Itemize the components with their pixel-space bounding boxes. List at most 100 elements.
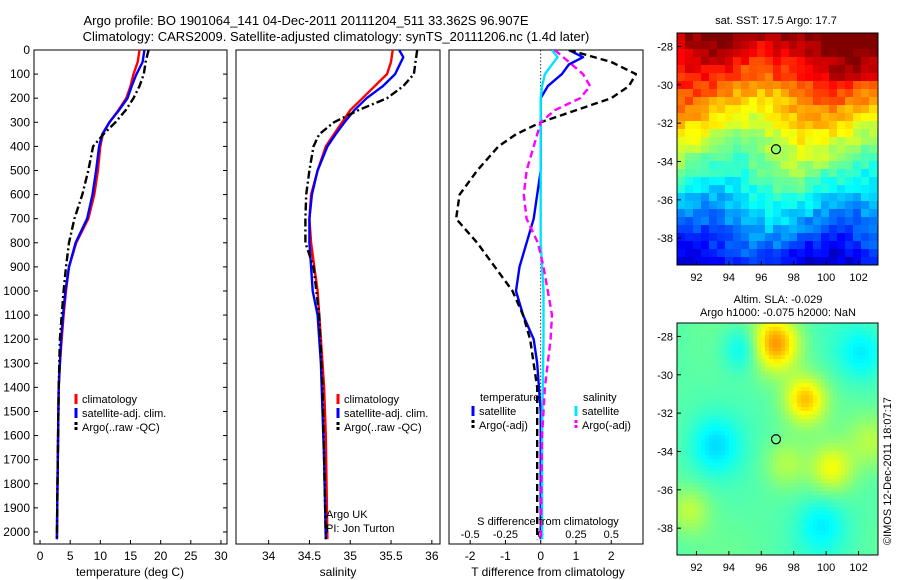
map-cell [721, 343, 726, 348]
map-cell [725, 41, 734, 50]
map-cell [813, 65, 822, 74]
map-cell [849, 527, 854, 532]
map-cell [861, 411, 866, 416]
map-cell [709, 129, 718, 138]
map-cell [689, 495, 694, 500]
map-cell [749, 375, 754, 380]
map-cell [805, 225, 814, 234]
map-cell [753, 451, 758, 456]
map-cell [725, 387, 730, 392]
map-cell [705, 335, 710, 340]
map-cell [717, 395, 722, 400]
map-cell [861, 323, 866, 328]
map-cell [781, 355, 786, 360]
map-cell [813, 137, 822, 146]
map-cell [725, 467, 730, 472]
map-cell [773, 81, 782, 90]
map-cell [713, 503, 718, 508]
map-cell [701, 49, 710, 58]
map-cell [681, 503, 686, 508]
map-cell [845, 105, 854, 114]
map-cell [789, 399, 794, 404]
map-cell [745, 551, 750, 556]
map-cell [785, 355, 790, 360]
map-cell [805, 73, 814, 82]
map-cell [873, 359, 878, 364]
map-cell [765, 113, 774, 122]
map-cell [837, 443, 842, 448]
map-cell [701, 455, 706, 460]
map-cell [781, 105, 790, 114]
map-cell [749, 355, 754, 360]
map-cell [837, 535, 842, 540]
map-cell [837, 423, 842, 428]
map-cell [845, 551, 850, 556]
map-cell [865, 539, 870, 544]
map-cell [753, 435, 758, 440]
map-cell [857, 471, 862, 476]
map-cell [809, 415, 814, 420]
map-cell [701, 113, 710, 122]
map-cell [829, 519, 834, 524]
map-cell [789, 49, 798, 58]
map-cell [769, 379, 774, 384]
map-cell [685, 499, 690, 504]
map-cell [685, 519, 690, 524]
map-cell [773, 495, 778, 500]
map-cell [685, 355, 690, 360]
map-cell [853, 375, 858, 380]
map-cell [693, 463, 698, 468]
map-cell [745, 343, 750, 348]
map-cell [829, 531, 834, 536]
map-cell [861, 359, 866, 364]
map-cell [737, 523, 742, 528]
map-cell [853, 495, 858, 500]
map-cell [685, 463, 690, 468]
map-cell [805, 129, 814, 138]
map-cell [753, 543, 758, 548]
map-cell [737, 347, 742, 352]
map-cell [801, 459, 806, 464]
map-cell [821, 359, 826, 364]
map-cell [705, 327, 710, 332]
depth-tick-label: 100 [10, 67, 30, 81]
map-cell [709, 33, 718, 42]
map-cell [685, 527, 690, 532]
profile-line-satellite [514, 50, 585, 540]
map-cell [837, 547, 842, 552]
map-cell [677, 209, 686, 218]
map-cell [749, 499, 754, 504]
map-cell [681, 451, 686, 456]
map-cell [853, 137, 862, 146]
map-cell [769, 367, 774, 372]
map-cell [853, 475, 858, 480]
map-cell [701, 539, 706, 544]
map-cell [725, 443, 730, 448]
map-cell [717, 201, 726, 210]
map-cell [769, 523, 774, 528]
map-cell [865, 391, 870, 396]
temperature-xlabel: temperature (deg C) [76, 565, 184, 579]
map-cell [869, 201, 878, 210]
map-cell [801, 399, 806, 404]
map-cell [677, 467, 682, 472]
map-cell [749, 241, 758, 250]
map-cell [841, 419, 846, 424]
map-cell [725, 331, 730, 336]
map-cell [805, 379, 810, 384]
map-cell [745, 443, 750, 448]
map-cell [797, 73, 806, 82]
map-cell [869, 431, 874, 436]
map-cell [801, 443, 806, 448]
map-cell [725, 129, 734, 138]
map-cell [825, 371, 830, 376]
map-cell [733, 471, 738, 476]
temperature-tick-label: 30 [214, 549, 228, 563]
map-cell [761, 415, 766, 420]
map-cell [865, 475, 870, 480]
map-cell [677, 137, 686, 146]
map-cell [865, 487, 870, 492]
map-cell [721, 507, 726, 512]
map-cell [701, 543, 706, 548]
map-cell [697, 539, 702, 544]
